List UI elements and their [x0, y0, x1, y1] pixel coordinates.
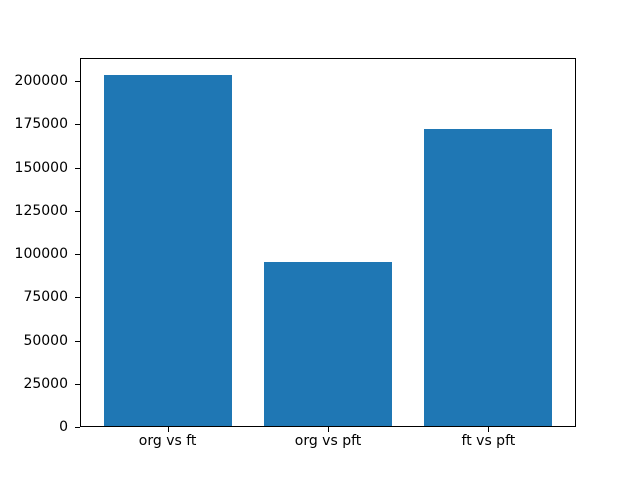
bar-org-vs-pft	[263, 261, 393, 426]
bar-org-vs-ft	[103, 74, 232, 426]
plot-area	[80, 58, 576, 427]
y-axis-tick-label: 125000	[14, 203, 68, 219]
y-tick-mark	[75, 81, 80, 82]
y-tick-mark	[75, 384, 80, 385]
y-tick-mark	[75, 124, 80, 125]
y-axis-tick-label: 0	[59, 419, 68, 435]
y-axis-tick-label: 175000	[14, 116, 68, 132]
x-axis-tick-label: org vs pft	[294, 433, 362, 449]
y-axis-tick-label: 150000	[14, 160, 68, 176]
x-tick-mark	[488, 427, 489, 432]
x-axis-tick-label: ft vs pft	[461, 433, 516, 449]
y-tick-mark	[75, 341, 80, 342]
y-axis-tick-label: 200000	[14, 73, 68, 89]
bar-ft-vs-pft	[424, 128, 553, 426]
x-tick-mark	[328, 427, 329, 432]
y-axis-tick-label: 75000	[23, 289, 68, 305]
y-axis-tick-label: 100000	[14, 246, 68, 262]
y-axis-tick-label: 25000	[23, 376, 68, 392]
x-axis-tick-label: org vs ft	[138, 433, 197, 449]
y-axis-tick-label: 50000	[23, 333, 68, 349]
x-tick-mark	[168, 427, 169, 432]
y-tick-mark	[75, 297, 80, 298]
y-tick-mark	[75, 211, 80, 212]
y-tick-mark	[75, 168, 80, 169]
y-tick-mark	[75, 427, 80, 428]
y-tick-mark	[75, 254, 80, 255]
